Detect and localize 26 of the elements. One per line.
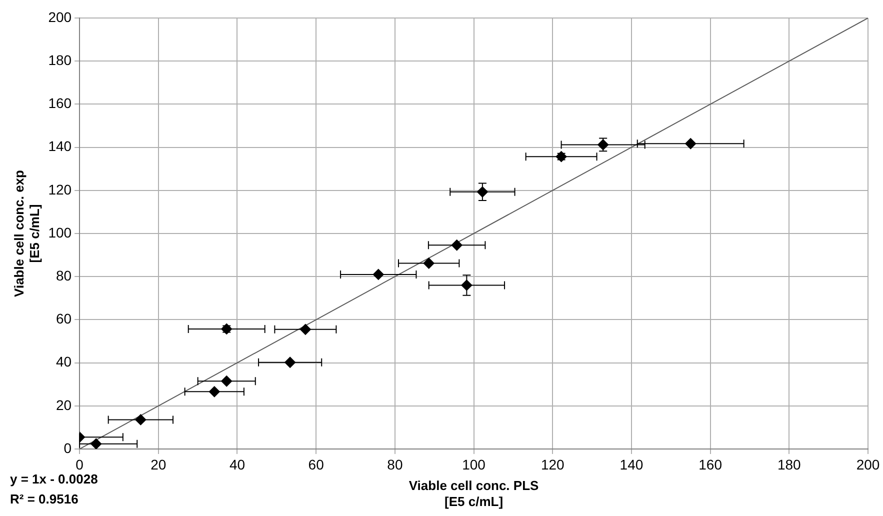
y-tick-label: 200 <box>48 8 72 25</box>
y-tick-label: 20 <box>56 396 72 413</box>
y-tick-label: 160 <box>48 95 72 112</box>
x-tick-label: 100 <box>462 456 486 472</box>
x-tick-label: 80 <box>387 456 403 472</box>
y-axis-title: Viable cell conc. exp [E5 c/mL] <box>11 170 42 297</box>
y-tick-label: 120 <box>48 181 72 198</box>
x-tick-label: 60 <box>308 456 324 472</box>
y-tick-label: 0 <box>64 440 72 456</box>
x-tick-label: 0 <box>76 456 84 472</box>
text: y = 1x - 0.0028 <box>10 472 98 487</box>
y-tick-label: 80 <box>56 267 72 284</box>
x-tick-label: 200 <box>856 456 880 472</box>
x-tick-label: 160 <box>698 456 722 472</box>
y-tick-label: 60 <box>56 310 72 327</box>
x-axis-title: Viable cell conc. PLS [E5 c/mL] <box>408 478 540 509</box>
x-tick-label: 120 <box>540 456 565 472</box>
x-tick-label: 20 <box>150 456 166 472</box>
x-tick-label: 180 <box>777 456 802 472</box>
y-tick-label: 180 <box>48 52 72 68</box>
y-tick-label: 40 <box>56 354 72 370</box>
y-tick-label: 100 <box>48 224 72 240</box>
x-tick-label: 140 <box>620 456 644 472</box>
y-tick-label: 140 <box>48 138 72 154</box>
x-tick-label: 40 <box>229 456 246 472</box>
text: R² = 0.9516 <box>10 492 78 507</box>
